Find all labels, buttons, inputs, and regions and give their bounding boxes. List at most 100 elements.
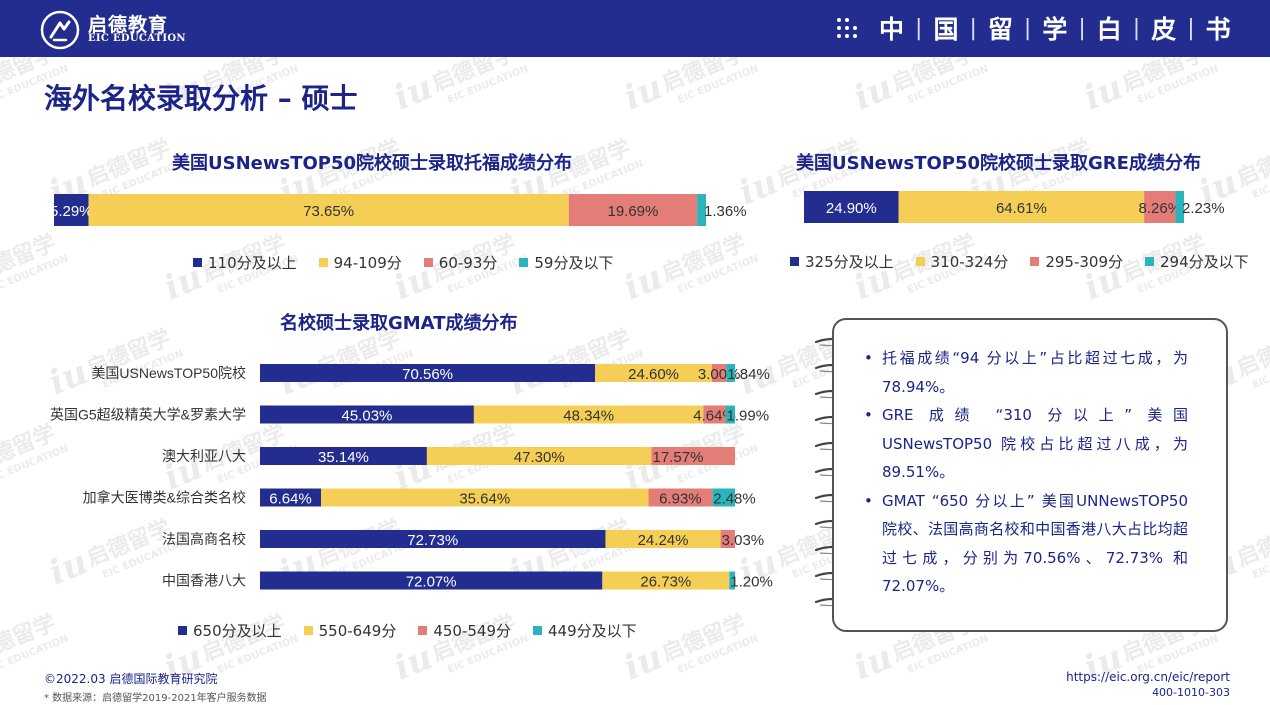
legend-swatch: [915, 257, 925, 266]
book-title-char: 书: [1205, 15, 1231, 44]
bar-segment: [720, 530, 735, 548]
watermark-logo-icon: iu: [1078, 67, 1128, 118]
watermark-subtext: EIC EDUCATION: [0, 253, 70, 296]
legend-swatch: [1030, 257, 1040, 266]
dots-grid-icon: [837, 18, 857, 38]
bar-segment: [473, 405, 704, 424]
gre-stacked-bar: 24.90% 64.61% 8.26% 2.23%: [804, 191, 1225, 223]
data-label: 2.48%: [713, 491, 756, 508]
legend-item: 310-324分: [915, 251, 1008, 272]
gmat-chart-title: 名校硕士录取GMAT成绩分布: [280, 313, 518, 334]
data-label: 72.73%: [407, 532, 458, 549]
data-label: 47.30%: [514, 449, 565, 466]
legend-label: 295-309分: [1045, 253, 1124, 271]
data-label: 3.03%: [722, 532, 765, 549]
book-title-char: 国: [933, 15, 959, 44]
footer-url[interactable]: https://eic.org.cn/eic/report: [1066, 670, 1230, 684]
legend-item: 450-549分: [418, 620, 511, 641]
legend-label: 449分及以下: [548, 622, 637, 640]
category-label: 法国高商名校: [162, 531, 246, 547]
toefl-chart-title: 美国USNewsTOP50院校硕士录取托福成绩分布: [172, 153, 573, 174]
bar-segment-3: [568, 194, 698, 226]
gre-legend: 325分及以上 310-324分 295-309分 294分及以下: [790, 251, 1270, 272]
watermark-subtext: EIC EDUCATION: [676, 633, 760, 676]
bar-segment: [712, 488, 735, 507]
book-title-char: 学: [1042, 15, 1068, 44]
data-label: 26.73%: [640, 574, 691, 591]
data-label: 64.61%: [996, 200, 1047, 217]
legend-item: 59分及以下: [519, 252, 613, 273]
watermark-subtext: EIC EDUCATION: [676, 63, 760, 106]
watermark-text: 启德留学: [658, 230, 749, 287]
legend-swatch: [303, 626, 313, 635]
bar-segment: [703, 405, 726, 424]
title-separator: |: [969, 15, 977, 41]
footer-copyright: ©2022.03 启德国际教育研究院: [44, 672, 218, 686]
legend-item: 60-93分: [423, 252, 497, 273]
book-title-char: 留: [987, 15, 1013, 44]
bar-segment: [260, 405, 474, 424]
bar-segment: [595, 364, 713, 382]
bar-segment: [426, 447, 652, 465]
data-label: 4.64%: [693, 408, 736, 425]
summary-item-toefl: 托福成绩“94 分以上”占比超过七成，为78.94%。: [864, 344, 1188, 401]
bar-segment: [260, 488, 322, 507]
bar-segment: [260, 447, 427, 465]
toefl-legend: 110分及以上 94-109分 60-93分 59分及以下: [193, 252, 635, 273]
bar-segment: [651, 447, 735, 465]
watermark-text: 启德留学: [428, 57, 519, 97]
watermark-subtext: EIC EDUCATION: [1251, 538, 1270, 581]
watermark-logo-icon: iu: [848, 67, 898, 118]
legend-label: 550-649分: [318, 622, 397, 640]
legend-swatch: [790, 257, 799, 266]
logo-subtext: EIC EDUCATION: [88, 33, 186, 44]
watermark-logo-icon: iu: [848, 637, 898, 688]
data-label: 70.56%: [402, 366, 453, 383]
summary-item-gre: GRE 成绩 “310 分以上” 美国USNewsTOP50 院校占比超过八成，…: [864, 401, 1188, 487]
bar-segment-2: [898, 191, 1145, 223]
legend-label: 650分及以上: [193, 622, 282, 640]
legend-item: 295-309分: [1030, 251, 1123, 272]
watermark-text: 启德留学: [0, 610, 59, 667]
category-label: 英国G5超级精英大学&罗素大学: [50, 407, 246, 423]
watermark-logo-icon: iu: [388, 67, 438, 118]
watermark-text: 启德留学: [0, 230, 59, 287]
legend-label: 94-109分: [333, 254, 402, 272]
watermark-subtext: EIC EDUCATION: [1136, 63, 1220, 106]
watermark-text: 启德留学: [1233, 515, 1270, 572]
data-label: 1.99%: [727, 408, 770, 425]
watermark-subtext: EIC EDUCATION: [906, 63, 990, 106]
watermark-subtext: EIC EDUCATION: [1251, 158, 1270, 201]
watermark-text: 启德留学: [888, 57, 979, 97]
watermark-text: 启德留学: [658, 57, 749, 97]
data-label: 24.60%: [628, 366, 679, 383]
watermark-text: 启德留学: [83, 135, 174, 192]
data-label: 6.64%: [269, 491, 312, 508]
data-label: 1.36%: [704, 203, 747, 220]
data-label: 2.23%: [1182, 200, 1225, 217]
watermark-logo-icon: iu: [618, 67, 668, 118]
bar-segment: [729, 571, 735, 590]
watermark-text: 启德留学: [1233, 325, 1270, 382]
legend-label: 450-549分: [433, 622, 512, 640]
bar-segment: [726, 364, 735, 382]
legend-item: 550-649分: [303, 620, 397, 641]
category-label: 中国香港八大: [162, 573, 246, 589]
bar-segment-4: [697, 194, 706, 226]
bar-segment-3: [1144, 191, 1176, 223]
data-label: 48.34%: [563, 408, 614, 425]
watermark-text: 启德留学: [658, 610, 749, 667]
book-title-char: 白: [1096, 15, 1122, 44]
bar-segment-1: [54, 194, 89, 226]
title-separator: |: [915, 15, 923, 41]
legend-item: 449分及以下: [533, 620, 637, 641]
gmat-stacked-bar-chart: 美国USNewsTOP50院校 70.56% 24.60% 3.00%1.84%英国G…: [50, 364, 773, 591]
watermark-logo-icon: iu: [618, 637, 668, 688]
bar-segment: [260, 530, 606, 548]
category-label: 美国USNewsTOP50院校: [91, 365, 246, 381]
